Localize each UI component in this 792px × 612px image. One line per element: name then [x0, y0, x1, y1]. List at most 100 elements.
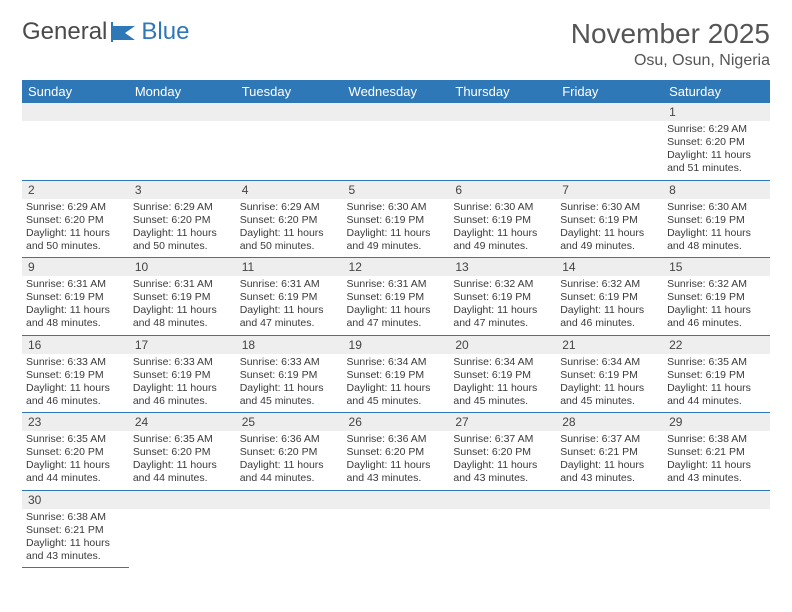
- cell-line: Daylight: 11 hours: [453, 227, 552, 240]
- cell-line: Daylight: 11 hours: [667, 304, 766, 317]
- week-row: Sunrise: 6:29 AMSunset: 6:20 PMDaylight:…: [22, 121, 770, 180]
- cell-line: and 43 minutes.: [560, 472, 659, 485]
- day-cell: Sunrise: 6:31 AMSunset: 6:19 PMDaylight:…: [343, 276, 450, 335]
- cell-line: Sunrise: 6:33 AM: [26, 356, 125, 369]
- cell-line: Sunrise: 6:35 AM: [133, 433, 232, 446]
- cell-line: Daylight: 11 hours: [26, 382, 125, 395]
- day-number: 7: [556, 180, 663, 199]
- day-cell: Sunrise: 6:32 AMSunset: 6:19 PMDaylight:…: [556, 276, 663, 335]
- cell-line: Sunrise: 6:30 AM: [667, 201, 766, 214]
- cell-line: Sunset: 6:19 PM: [453, 291, 552, 304]
- cell-line: Sunset: 6:20 PM: [240, 446, 339, 459]
- calendar-table: Sunday Monday Tuesday Wednesday Thursday…: [22, 80, 770, 568]
- day-number: [236, 103, 343, 121]
- cell-line: Sunset: 6:20 PM: [26, 446, 125, 459]
- day-number: 12: [343, 258, 450, 277]
- cell-line: Sunrise: 6:31 AM: [133, 278, 232, 291]
- cell-line: Daylight: 11 hours: [560, 304, 659, 317]
- cell-line: and 49 minutes.: [560, 240, 659, 253]
- day-number: 19: [343, 335, 450, 354]
- cell-line: Daylight: 11 hours: [667, 459, 766, 472]
- day-number: 28: [556, 413, 663, 432]
- cell-line: and 50 minutes.: [26, 240, 125, 253]
- day-cell: [343, 121, 450, 180]
- day-number: [343, 490, 450, 509]
- day-cell: Sunrise: 6:38 AMSunset: 6:21 PMDaylight:…: [22, 509, 129, 568]
- cell-line: and 45 minutes.: [347, 395, 446, 408]
- cell-line: Daylight: 11 hours: [133, 459, 232, 472]
- dayhead-mon: Monday: [129, 80, 236, 103]
- cell-line: Sunset: 6:19 PM: [347, 214, 446, 227]
- cell-line: and 51 minutes.: [667, 162, 766, 175]
- cell-line: Daylight: 11 hours: [667, 149, 766, 162]
- day-number: [663, 490, 770, 509]
- dayhead-sun: Sunday: [22, 80, 129, 103]
- day-number: 5: [343, 180, 450, 199]
- dayhead-tue: Tuesday: [236, 80, 343, 103]
- cell-line: Daylight: 11 hours: [133, 227, 232, 240]
- day-number: 11: [236, 258, 343, 277]
- cell-line: Sunset: 6:19 PM: [667, 291, 766, 304]
- cell-line: Sunset: 6:19 PM: [26, 369, 125, 382]
- day-number: 27: [449, 413, 556, 432]
- day-number: 13: [449, 258, 556, 277]
- cell-line: Sunset: 6:19 PM: [347, 291, 446, 304]
- cell-line: Sunrise: 6:29 AM: [133, 201, 232, 214]
- cell-line: and 50 minutes.: [133, 240, 232, 253]
- daynum-row: 16171819202122: [22, 335, 770, 354]
- page-title: November 2025: [571, 18, 770, 50]
- day-cell: Sunrise: 6:33 AMSunset: 6:19 PMDaylight:…: [129, 354, 236, 413]
- dayhead-thu: Thursday: [449, 80, 556, 103]
- cell-line: Sunrise: 6:30 AM: [453, 201, 552, 214]
- cell-line: Sunrise: 6:32 AM: [560, 278, 659, 291]
- day-number: 24: [129, 413, 236, 432]
- cell-line: and 43 minutes.: [453, 472, 552, 485]
- day-cell: Sunrise: 6:34 AMSunset: 6:19 PMDaylight:…: [449, 354, 556, 413]
- cell-line: Daylight: 11 hours: [240, 227, 339, 240]
- week-row: Sunrise: 6:33 AMSunset: 6:19 PMDaylight:…: [22, 354, 770, 413]
- cell-line: Sunset: 6:20 PM: [240, 214, 339, 227]
- cell-line: Sunset: 6:19 PM: [133, 291, 232, 304]
- day-cell: Sunrise: 6:29 AMSunset: 6:20 PMDaylight:…: [22, 199, 129, 258]
- week-row: Sunrise: 6:38 AMSunset: 6:21 PMDaylight:…: [22, 509, 770, 568]
- cell-line: Daylight: 11 hours: [133, 382, 232, 395]
- day-number: [556, 490, 663, 509]
- day-number: 2: [22, 180, 129, 199]
- day-cell: [22, 121, 129, 180]
- day-number: 30: [22, 490, 129, 509]
- cell-line: Daylight: 11 hours: [240, 304, 339, 317]
- day-cell: Sunrise: 6:33 AMSunset: 6:19 PMDaylight:…: [236, 354, 343, 413]
- day-number: 15: [663, 258, 770, 277]
- cell-line: Sunrise: 6:29 AM: [240, 201, 339, 214]
- cell-line: and 43 minutes.: [667, 472, 766, 485]
- cell-line: Sunset: 6:20 PM: [26, 214, 125, 227]
- cell-line: and 48 minutes.: [26, 317, 125, 330]
- day-number: 26: [343, 413, 450, 432]
- day-cell: Sunrise: 6:31 AMSunset: 6:19 PMDaylight:…: [236, 276, 343, 335]
- cell-line: Sunrise: 6:29 AM: [667, 123, 766, 136]
- cell-line: Sunset: 6:19 PM: [453, 369, 552, 382]
- day-number: [449, 490, 556, 509]
- day-cell: Sunrise: 6:32 AMSunset: 6:19 PMDaylight:…: [663, 276, 770, 335]
- cell-line: Sunset: 6:19 PM: [240, 291, 339, 304]
- week-row: Sunrise: 6:29 AMSunset: 6:20 PMDaylight:…: [22, 199, 770, 258]
- daynum-row: 23242526272829: [22, 413, 770, 432]
- cell-line: Sunrise: 6:32 AM: [667, 278, 766, 291]
- day-cell: Sunrise: 6:35 AMSunset: 6:20 PMDaylight:…: [129, 431, 236, 490]
- cell-line: Sunset: 6:19 PM: [560, 369, 659, 382]
- day-number: 16: [22, 335, 129, 354]
- cell-line: and 50 minutes.: [240, 240, 339, 253]
- cell-line: Sunset: 6:21 PM: [26, 524, 125, 537]
- cell-line: Daylight: 11 hours: [453, 382, 552, 395]
- cell-line: Daylight: 11 hours: [453, 459, 552, 472]
- cell-line: Sunrise: 6:31 AM: [26, 278, 125, 291]
- cell-line: Sunrise: 6:34 AM: [453, 356, 552, 369]
- day-number: 14: [556, 258, 663, 277]
- cell-line: Daylight: 11 hours: [667, 227, 766, 240]
- day-number: 18: [236, 335, 343, 354]
- cell-line: Sunrise: 6:29 AM: [26, 201, 125, 214]
- cell-line: Daylight: 11 hours: [560, 227, 659, 240]
- day-cell: Sunrise: 6:35 AMSunset: 6:20 PMDaylight:…: [22, 431, 129, 490]
- logo: General Blue: [22, 18, 189, 46]
- cell-line: and 46 minutes.: [26, 395, 125, 408]
